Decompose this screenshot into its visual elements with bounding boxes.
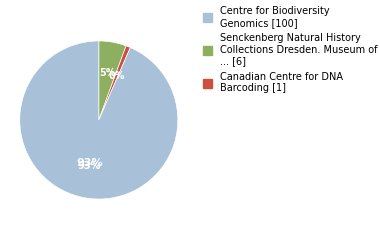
Wedge shape <box>20 41 178 199</box>
Text: 5%: 5% <box>99 68 116 78</box>
Legend: Centre for Biodiversity
Genomics [100], Senckenberg Natural History
Collections : Centre for Biodiversity Genomics [100], … <box>201 5 378 94</box>
Wedge shape <box>99 41 126 120</box>
Text: 0%: 0% <box>108 71 125 81</box>
Wedge shape <box>99 46 130 120</box>
Text: 93%: 93% <box>77 157 103 168</box>
Text: 93%: 93% <box>78 162 101 171</box>
